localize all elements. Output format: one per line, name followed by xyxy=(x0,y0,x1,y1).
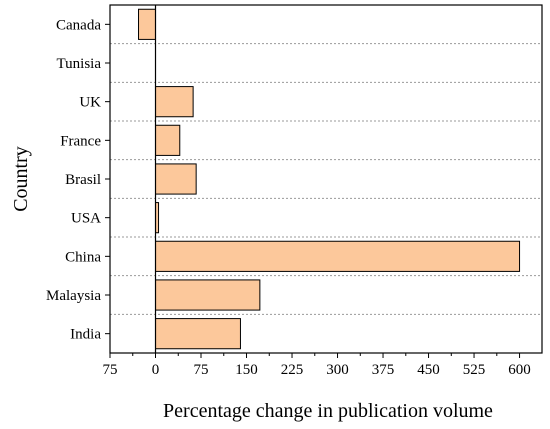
x-tick-label: 0 xyxy=(152,362,160,378)
x-tick-label: 375 xyxy=(372,362,395,378)
bars xyxy=(138,8,521,350)
x-tick-label: 150 xyxy=(235,362,258,378)
category-labels: Canada Tunisia UK France Brasil USA China Malay… xyxy=(46,17,110,343)
category-label-france: France xyxy=(60,133,101,149)
bar-china xyxy=(155,240,521,272)
category-label-usa: USA xyxy=(71,211,101,227)
category-label-uk: UK xyxy=(79,95,101,111)
category-label-brasil: Brasil xyxy=(65,172,101,188)
category-label-china: China xyxy=(65,249,101,265)
x-tick-label: 225 xyxy=(281,362,304,378)
category-label-tunisia: Tunisia xyxy=(57,56,102,72)
bar-uk xyxy=(155,86,194,118)
x-axis-title: Percentage change in publication volume xyxy=(163,400,493,422)
category-label-malaysia: Malaysia xyxy=(46,288,101,304)
x-tick-label: 300 xyxy=(326,362,349,378)
bar-brasil xyxy=(155,163,197,195)
bar-india xyxy=(155,318,241,350)
grid-lines xyxy=(110,43,542,315)
x-tick-label: 75 xyxy=(194,362,209,378)
category-label-india: India xyxy=(70,327,101,343)
bar-france xyxy=(155,124,181,156)
bar-canada xyxy=(138,8,157,40)
category-label-canada: Canada xyxy=(56,17,101,33)
y-axis-title: Country xyxy=(10,146,32,212)
x-tick-label: 525 xyxy=(463,362,486,378)
x-tick-label: 450 xyxy=(417,362,440,378)
x-ticks: 75 0 75 150 225 300 375 450 525 600 xyxy=(103,353,531,378)
x-tick-label: 600 xyxy=(508,362,531,378)
bar-malaysia xyxy=(155,279,261,311)
x-tick-label: 75 xyxy=(103,362,118,378)
